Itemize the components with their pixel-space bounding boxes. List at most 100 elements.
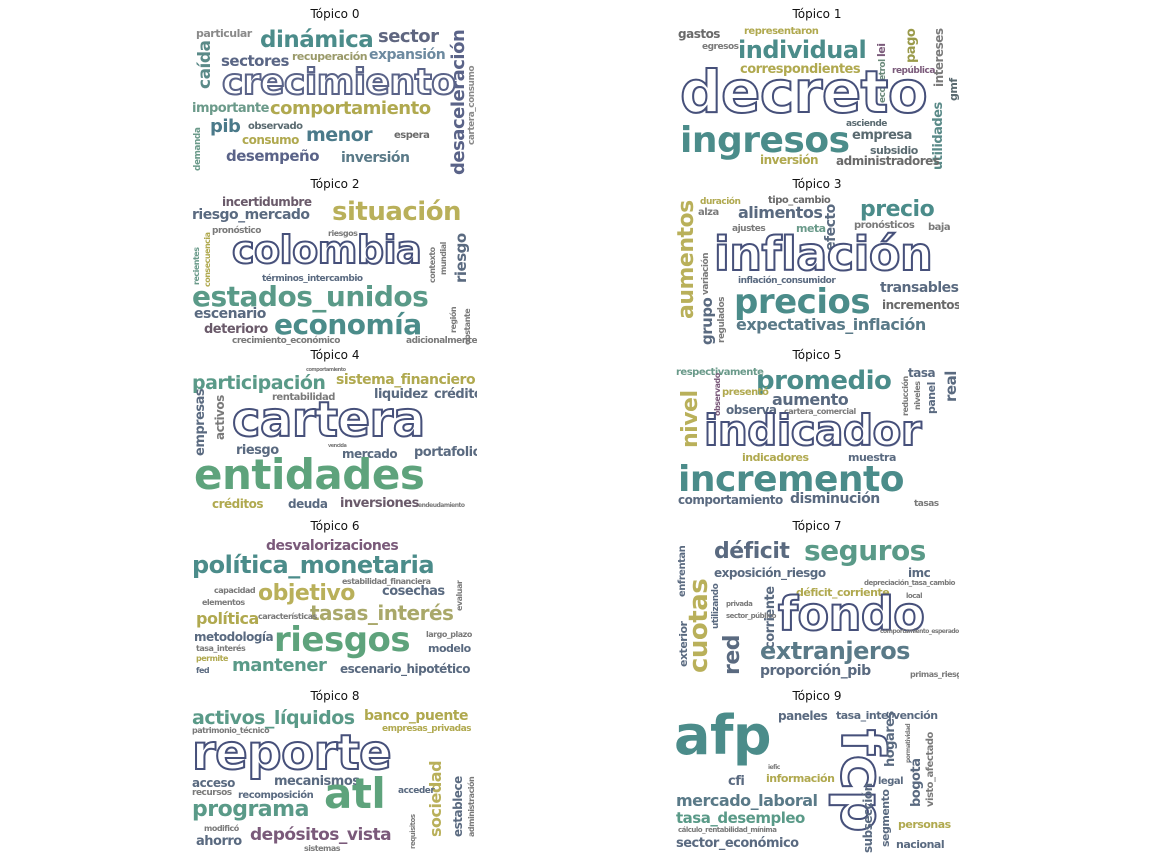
cloud-word: inflación [713, 227, 934, 281]
cloud-word: dinámica [260, 27, 374, 53]
cloud-word: disminución [790, 491, 880, 507]
cloud-word: espera [394, 130, 430, 141]
cloud-word: crédito [434, 387, 477, 402]
cloud-word: acceder [398, 786, 435, 796]
cloud-word: incrementos [882, 298, 959, 312]
cloud-word: escenario_hipotético [340, 662, 471, 676]
panel-title: Tópico 0 [310, 7, 360, 21]
cloud-word: meta [796, 222, 826, 235]
topic-panel-4: Tópico 4 participación sistema_financier… [185, 347, 485, 519]
cloud-word: comportamiento [678, 493, 783, 507]
cloud-word: tasa_desempleo [676, 809, 805, 827]
cloud-word: presentó [722, 387, 769, 398]
word-cloud: particular dinámica sector sectores recu… [192, 25, 477, 175]
cloud-word: recuperación [292, 50, 368, 63]
cloud-word: local [906, 592, 922, 600]
cloud-word: iefic [768, 764, 780, 771]
cloud-word: incremento [678, 459, 904, 500]
cloud-word: mecanismos [274, 774, 360, 789]
cloud-word: sistemas [304, 844, 341, 853]
cloud-word: consumo [242, 133, 299, 147]
cloud-word: inversión [341, 150, 410, 166]
panel-title: Tópico 9 [792, 689, 842, 703]
panel-title: Tópico 4 [310, 348, 360, 362]
cloud-word: precio [860, 197, 935, 222]
word-cloud: activos_líquidos banco_puente patrimonio… [192, 707, 477, 857]
cloud-word: regulados [717, 296, 727, 343]
cloud-word: contexto [428, 247, 437, 283]
topic-panel-0: Tópico 0 particular dinámica sector sect… [185, 6, 485, 178]
cloud-word: personas [898, 818, 951, 831]
cloud-word: afp [674, 707, 772, 767]
cloud-word: desempeño [226, 147, 320, 165]
cloud-word: liquidez [374, 387, 428, 402]
cloud-word: respectivamente [676, 367, 764, 378]
cloud-word: aumentos [674, 200, 699, 319]
cloud-word: sector [378, 26, 439, 47]
cloud-word: variación [701, 252, 711, 295]
cloud-word: permite [196, 654, 228, 663]
cloud-word: elementos [202, 598, 245, 607]
cloud-word: aumento [772, 390, 849, 409]
cloud-word: promedio [756, 366, 892, 396]
cloud-word: comportamiento [270, 98, 431, 119]
cloud-word: exposición_riesgo [714, 566, 826, 580]
cloud-word: intereses [932, 28, 946, 87]
cloud-word: mercado [342, 447, 398, 461]
cloud-word: lei [875, 43, 888, 57]
topic-panel-6: Tópico 6 desvalorizaciones política_mone… [185, 518, 485, 690]
topic-panel-8: Tópico 8 activos_líquidos banco_puente p… [185, 688, 485, 860]
cloud-word: expectativas_inflación [736, 315, 926, 334]
cloud-word: información [766, 772, 835, 785]
cloud-word: empresas [193, 388, 208, 456]
cloud-word: créditos [212, 497, 264, 511]
cloud-word: desvalorizaciones [266, 538, 399, 554]
cloud-word: riesgos [328, 229, 358, 238]
cloud-word: capacidad [214, 586, 256, 595]
cloud-word: estabilidad_financiera [342, 577, 431, 586]
cloud-word: mantener [232, 655, 327, 676]
panel-title: Tópico 3 [792, 177, 842, 191]
cloud-word: objetivo [258, 581, 355, 606]
cloud-word: metodología [194, 630, 274, 644]
cloud-word: observa [726, 403, 777, 417]
cloud-word: exterior [677, 621, 690, 667]
cloud-word: sector_económico [676, 836, 799, 851]
cloud-word: crecimiento_económico [232, 336, 340, 346]
cloud-word: extranjeros [760, 637, 910, 665]
cloud-word: indicador [703, 406, 923, 455]
cloud-word: largo_plazo [426, 630, 472, 639]
cloud-word: subsidio [870, 144, 918, 157]
cloud-word: desaceleración [448, 29, 469, 175]
cloud-word: activos [213, 395, 227, 440]
cloud-word: gmf [947, 78, 959, 101]
cloud-word: inversión [760, 153, 819, 167]
cloud-word: transables [880, 280, 959, 296]
cloud-word: política_monetaria [192, 551, 435, 579]
cloud-word: normatividad [905, 723, 912, 763]
cloud-word: requisitos [409, 814, 417, 849]
cloud-word: cartera_consumo [467, 65, 477, 145]
cloud-word: escenario [194, 306, 266, 322]
cloud-word: inflación_consumidor [738, 276, 836, 286]
cloud-word: patrimonio_técnico [192, 726, 270, 735]
cloud-word: programa [192, 797, 309, 822]
cloud-word: importante [192, 101, 269, 116]
cloud-word: atl [324, 769, 386, 818]
cloud-word: panel [925, 382, 938, 414]
cloud-word: particular [196, 27, 252, 40]
cloud-word: cálculo_rentabilidad_mínima [678, 826, 777, 834]
cloud-word: términos_intercambio [262, 274, 363, 284]
cloud-word: egresos [702, 42, 739, 52]
cloud-word: mundial [439, 242, 448, 275]
cloud-word: depreciación_tasa_cambio [864, 579, 955, 587]
cloud-word: recomposición [238, 790, 314, 801]
cloud-word: fondo [777, 587, 926, 641]
cloud-word: pronóstico [212, 226, 261, 236]
cloud-word: inversiones [340, 496, 419, 511]
cloud-word: acceso [192, 776, 235, 790]
topic-panel-9: Tópico 9 paneles tasa_intervención afp f… [667, 688, 967, 860]
cloud-word: ajustes [732, 224, 766, 234]
cloud-word: nacional [896, 838, 945, 851]
cloud-word: nivel [678, 390, 703, 448]
